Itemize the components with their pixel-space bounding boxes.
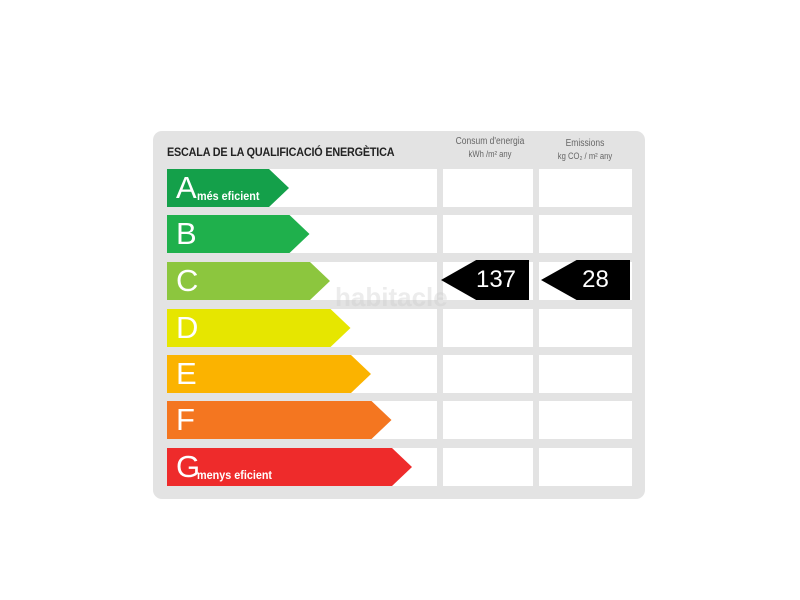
- scale-title: ESCALA DE LA QUALIFICACIÓ ENERGÈTICA: [167, 145, 395, 159]
- energy-header-title: Consum d'energia: [455, 136, 525, 147]
- emissions-column-header: Emissions kg CO₂ / m² any: [538, 137, 632, 163]
- energy-cell: [443, 401, 533, 439]
- rating-letter: G: [176, 449, 201, 484]
- emissions-cell: [539, 169, 632, 207]
- emissions-header-title: Emissions: [565, 138, 605, 149]
- rating-arrow-b: B: [167, 215, 310, 253]
- rating-letter: C: [176, 263, 199, 298]
- energy-value: 137: [475, 266, 517, 293]
- watermark: habitacle: [335, 282, 448, 312]
- rating-letter: A: [176, 170, 197, 205]
- energy-cell: [443, 169, 533, 207]
- energy-cell: [443, 309, 533, 347]
- emissions-cell: [539, 448, 632, 486]
- rating-letter: B: [176, 216, 197, 251]
- rating-letter: E: [176, 356, 197, 391]
- energy-cell: [443, 355, 533, 393]
- emissions-cell: [539, 355, 632, 393]
- emissions-cell: [539, 401, 632, 439]
- emissions-header-unit: kg CO₂ / m² any: [557, 151, 613, 161]
- energy-header-unit: kWh /m² any: [468, 149, 512, 159]
- energy-column-header: Consum d'energia kWh /m² any: [443, 135, 537, 161]
- energy-cell: [443, 215, 533, 253]
- rating-arrow-e: E: [167, 355, 371, 393]
- emissions-cell: [539, 309, 632, 347]
- rating-arrow-d: D: [167, 309, 351, 347]
- rating-letter: F: [176, 402, 195, 437]
- emissions-value: 28: [582, 266, 609, 293]
- rating-arrow-c: C: [167, 262, 330, 300]
- rating-label: més eficient: [197, 189, 260, 203]
- rating-label: menys eficient: [197, 468, 273, 482]
- energy-cell: [443, 448, 533, 486]
- rating-letter: D: [176, 310, 199, 345]
- emissions-cell: [539, 215, 632, 253]
- rating-arrow-f: F: [167, 401, 392, 439]
